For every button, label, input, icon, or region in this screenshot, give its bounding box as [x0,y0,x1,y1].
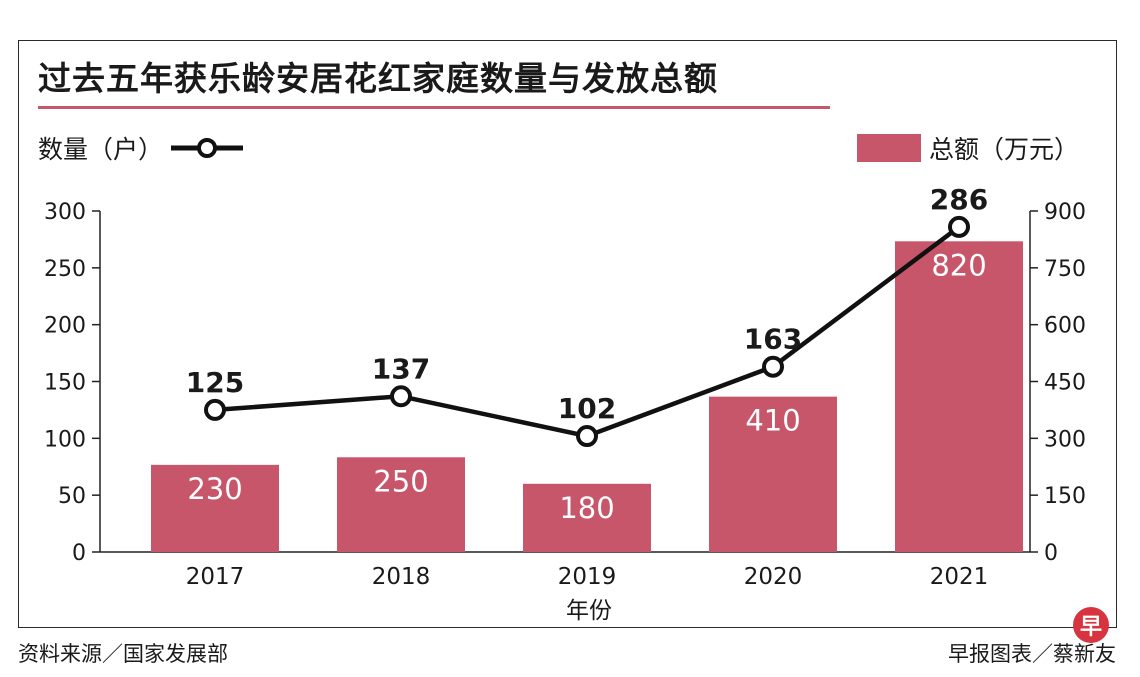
legend-amount-label: 总额（万元） [929,135,1080,164]
count-value-label: 125 [186,366,244,399]
right-tick-label: 900 [1044,200,1086,225]
left-tick-label: 100 [44,427,86,452]
right-tick-label: 300 [1044,427,1086,452]
left-tick-label: 0 [72,541,86,566]
bar-2018 [337,457,465,552]
x-axis-title: 年份 [566,598,612,624]
bar-value-label: 820 [931,248,986,282]
legend-line-marker-icon [171,138,244,158]
count-point-2019 [576,425,598,448]
count-point-2020 [762,355,784,378]
title-underline [38,106,830,109]
count-value-label: 137 [372,352,430,385]
x-tick-label: 2021 [930,564,989,590]
bar-value-label: 410 [745,404,800,438]
left-tick-label: 150 [44,371,86,396]
right-tick-label: 750 [1044,257,1086,282]
bar-2019 [523,483,651,552]
count-point-2018 [390,385,412,408]
source-note: 资料来源／国家发展部 [18,642,228,666]
bar-2020 [709,396,837,552]
legend-count: 数量（户） [38,130,245,166]
x-tick-label: 2018 [372,564,431,590]
bar-value-label: 250 [373,464,428,498]
right-tick-label: 600 [1044,314,1086,339]
bar-value-label: 180 [559,491,614,525]
count-value-label: 163 [744,323,802,356]
legend-count-label: 数量（户） [38,135,164,164]
bar-2021 [895,241,1023,553]
left-tick-label: 200 [44,314,86,339]
right-tick-label: 0 [1044,541,1058,566]
legend-amount: 总额（万元） [857,130,1079,166]
chart-title: 过去五年获乐龄安居花红家庭数量与发放总额 [38,59,718,98]
x-tick-label: 2019 [558,564,617,590]
count-point-2021 [948,215,970,238]
right-tick-label: 150 [1044,484,1086,509]
zaobao-logo-icon: 早 [1073,607,1109,643]
bar-2017 [151,464,279,552]
count-value-label: 102 [558,392,616,425]
credit-note: 早报图表／蔡新友 [948,642,1116,666]
x-tick-label: 2020 [744,564,803,590]
bar-value-label: 230 [187,472,242,506]
chart-frame [18,40,1117,628]
right-tick-label: 450 [1044,371,1086,396]
left-tick-label: 250 [44,257,86,282]
left-tick-label: 50 [58,484,86,509]
legend-bar-swatch [857,134,921,162]
left-tick-label: 300 [44,200,86,225]
x-tick-label: 2017 [186,564,245,590]
count-point-2017 [204,398,226,421]
count-value-label: 286 [930,183,988,216]
